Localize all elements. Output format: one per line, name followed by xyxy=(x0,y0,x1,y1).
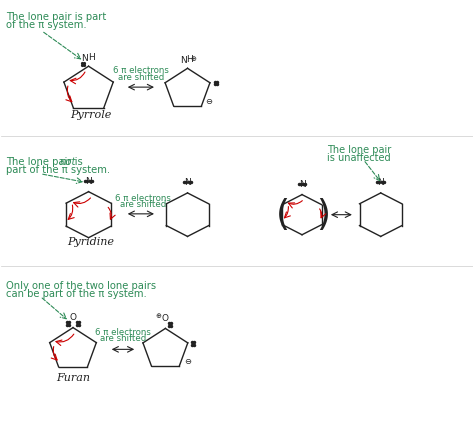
Text: O: O xyxy=(70,313,76,322)
Text: ⊖: ⊖ xyxy=(184,357,191,366)
Text: N: N xyxy=(299,180,305,189)
Text: The lone pair: The lone pair xyxy=(327,145,391,155)
Text: The lone pair is: The lone pair is xyxy=(6,157,86,167)
Text: Only one of the two lone pairs: Only one of the two lone pairs xyxy=(6,281,156,291)
Text: can be part of the π system.: can be part of the π system. xyxy=(6,289,147,299)
Text: H: H xyxy=(186,55,193,64)
Text: ⊕: ⊕ xyxy=(155,313,161,319)
Text: O: O xyxy=(162,314,169,323)
Text: Pyridine: Pyridine xyxy=(67,237,114,247)
Text: of the π system.: of the π system. xyxy=(6,20,87,30)
Text: 6 π electrons: 6 π electrons xyxy=(113,67,169,75)
Text: are shifted: are shifted xyxy=(118,72,164,82)
Text: not: not xyxy=(60,157,76,167)
Text: ⊖: ⊖ xyxy=(205,97,212,106)
Text: ): ) xyxy=(316,198,330,232)
Text: N: N xyxy=(85,177,92,186)
Text: 6 π electrons: 6 π electrons xyxy=(115,194,171,203)
Text: (: ( xyxy=(276,198,290,232)
Text: are shifted: are shifted xyxy=(100,334,146,344)
Text: is unaffected: is unaffected xyxy=(327,153,390,163)
Text: H: H xyxy=(89,53,95,62)
Text: N: N xyxy=(180,56,187,65)
Text: N: N xyxy=(81,54,88,63)
Text: ⊕: ⊕ xyxy=(191,56,197,62)
Text: 6 π electrons: 6 π electrons xyxy=(95,328,151,337)
Text: The lone pair is part: The lone pair is part xyxy=(6,12,106,22)
Text: N: N xyxy=(184,179,191,187)
Text: are shifted: are shifted xyxy=(119,200,166,209)
Text: Pyrrole: Pyrrole xyxy=(70,109,111,120)
Text: Furan: Furan xyxy=(56,373,90,383)
Text: N: N xyxy=(377,179,384,187)
Text: part of the π system.: part of the π system. xyxy=(6,165,110,175)
